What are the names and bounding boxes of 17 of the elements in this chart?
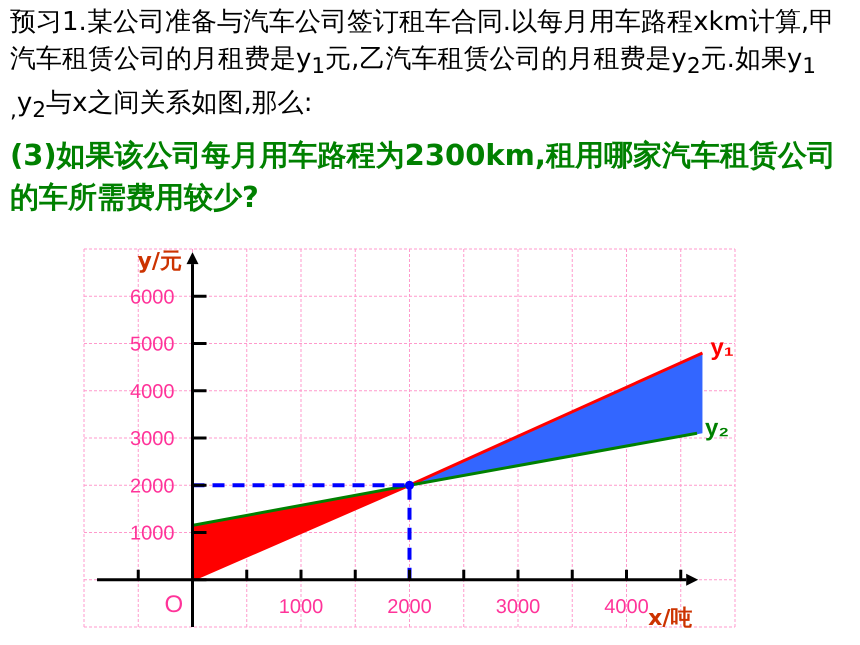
chart-title: 预习1.某公司准备与汽车公司签订租车合同.以每月用车路程xkm计算,甲汽车租赁公司的月租费是y$_{1}$元,乙汽车租赁公司的月租费是y$_{2}$元.如果y$_{1}$ $_{,}$y$_{2}$与x之间关系如图,那么: — [10, 7, 836, 124]
y-tick-label: 4000 — [130, 380, 174, 403]
y-axis-title: y/元 — [138, 249, 182, 274]
x-axis-title: x/吨 — [648, 606, 692, 631]
x-tick-label: 3000 — [496, 596, 540, 618]
series-label: y₂ — [705, 414, 730, 442]
y-tick-label: 3000 — [130, 428, 174, 450]
y-tick-label: 6000 — [130, 286, 174, 308]
x-tick-label: 1000 — [278, 596, 324, 618]
y-tick-label: 1000 — [130, 522, 174, 544]
series-label: y₁ — [710, 334, 734, 361]
x-tick-label: 4000 — [604, 596, 649, 618]
chart-subtitle: (3)如果该公司每月用车路程为2300km,租用哪家汽车租赁公司的车所需费用较少? — [10, 137, 837, 216]
x-tick-label: 2000 — [387, 596, 432, 618]
annotation: O — [164, 590, 184, 618]
y-tick-label: 2000 — [130, 475, 174, 498]
y-tick-label: 5000 — [130, 334, 174, 356]
